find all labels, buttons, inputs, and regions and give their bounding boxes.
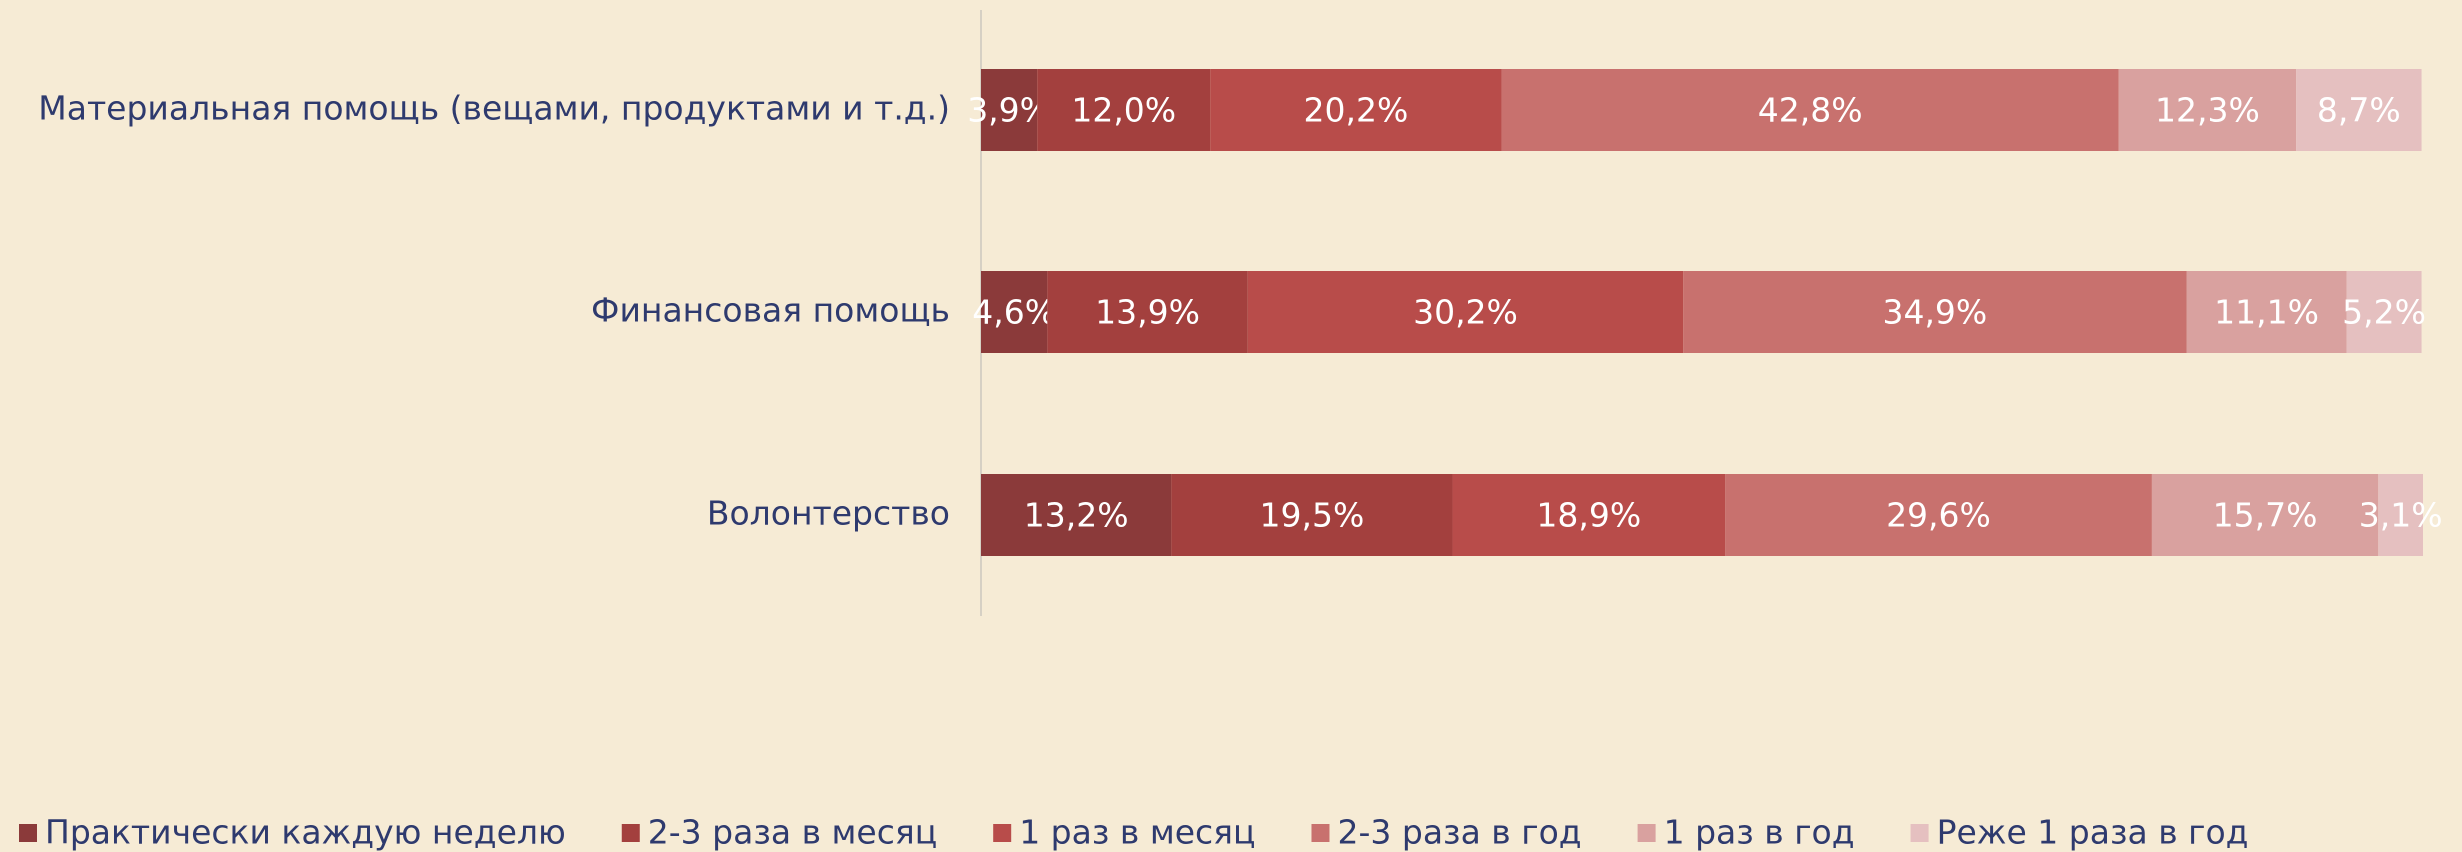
value-label: 3,1% — [2359, 496, 2443, 535]
value-label: 30,2% — [1413, 293, 1518, 332]
bar-segment — [1171, 474, 1453, 556]
value-label: 11,1% — [2214, 293, 2319, 332]
legend-swatch — [993, 824, 1012, 842]
value-label: 34,9% — [1882, 293, 1987, 332]
bar-segment — [2186, 271, 2347, 353]
value-label: 12,0% — [1071, 91, 1176, 130]
legend-swatch — [1311, 824, 1330, 842]
bar-segment — [1047, 271, 1248, 353]
bar-segment — [1683, 271, 2187, 353]
value-label: 15,7% — [2213, 496, 2318, 535]
value-label: 3,9% — [967, 91, 1051, 130]
legend-swatch — [1910, 824, 1929, 842]
value-label: 4,6% — [972, 293, 1056, 332]
bar-segment — [2151, 474, 2379, 556]
bar-segment — [981, 69, 1038, 151]
bar-segment — [2118, 69, 2297, 151]
value-label: 5,2% — [2342, 293, 2426, 332]
legend-swatch — [19, 824, 37, 842]
category-label: Волонтерство — [707, 494, 950, 533]
legend-label: 2-3 раза в год — [1337, 813, 1581, 852]
bar-segment — [981, 271, 1048, 353]
value-label: 19,5% — [1260, 496, 1365, 535]
category-label: Финансовая помощь — [591, 291, 950, 330]
bar-segment — [981, 474, 1172, 556]
value-label: 8,7% — [2317, 91, 2401, 130]
bar-segment — [1247, 271, 1684, 353]
bar-segment — [2346, 271, 2422, 353]
value-label: 42,8% — [1758, 91, 1863, 130]
legend-label: 1 раз в год — [1664, 813, 1855, 852]
legend-label: Практически каждую неделю — [45, 813, 566, 852]
legend-swatch — [621, 824, 640, 842]
bar-segment — [2296, 69, 2422, 151]
bar-segment — [1210, 69, 1502, 151]
value-label: 18,9% — [1536, 496, 1641, 535]
value-label: 13,9% — [1095, 293, 1200, 332]
value-label: 13,2% — [1024, 496, 1129, 535]
bar-segment — [1725, 474, 2152, 556]
category-label: Материальная помощь (вещами, продуктами … — [38, 89, 950, 128]
value-label: 29,6% — [1886, 496, 1991, 535]
value-label: 12,3% — [2155, 91, 2260, 130]
bar-segment — [1501, 69, 2119, 151]
bar-segment — [1452, 474, 1726, 556]
legend-label: 2-3 раза в месяц — [648, 813, 937, 852]
bar-segment — [1037, 69, 1211, 151]
value-label: 20,2% — [1303, 91, 1408, 130]
bar-segment — [2378, 474, 2423, 556]
legend-label: 1 раз в месяц — [1019, 813, 1255, 852]
legend-label: Реже 1 раза в год — [1937, 813, 2249, 852]
legend-swatch — [1637, 824, 1656, 842]
